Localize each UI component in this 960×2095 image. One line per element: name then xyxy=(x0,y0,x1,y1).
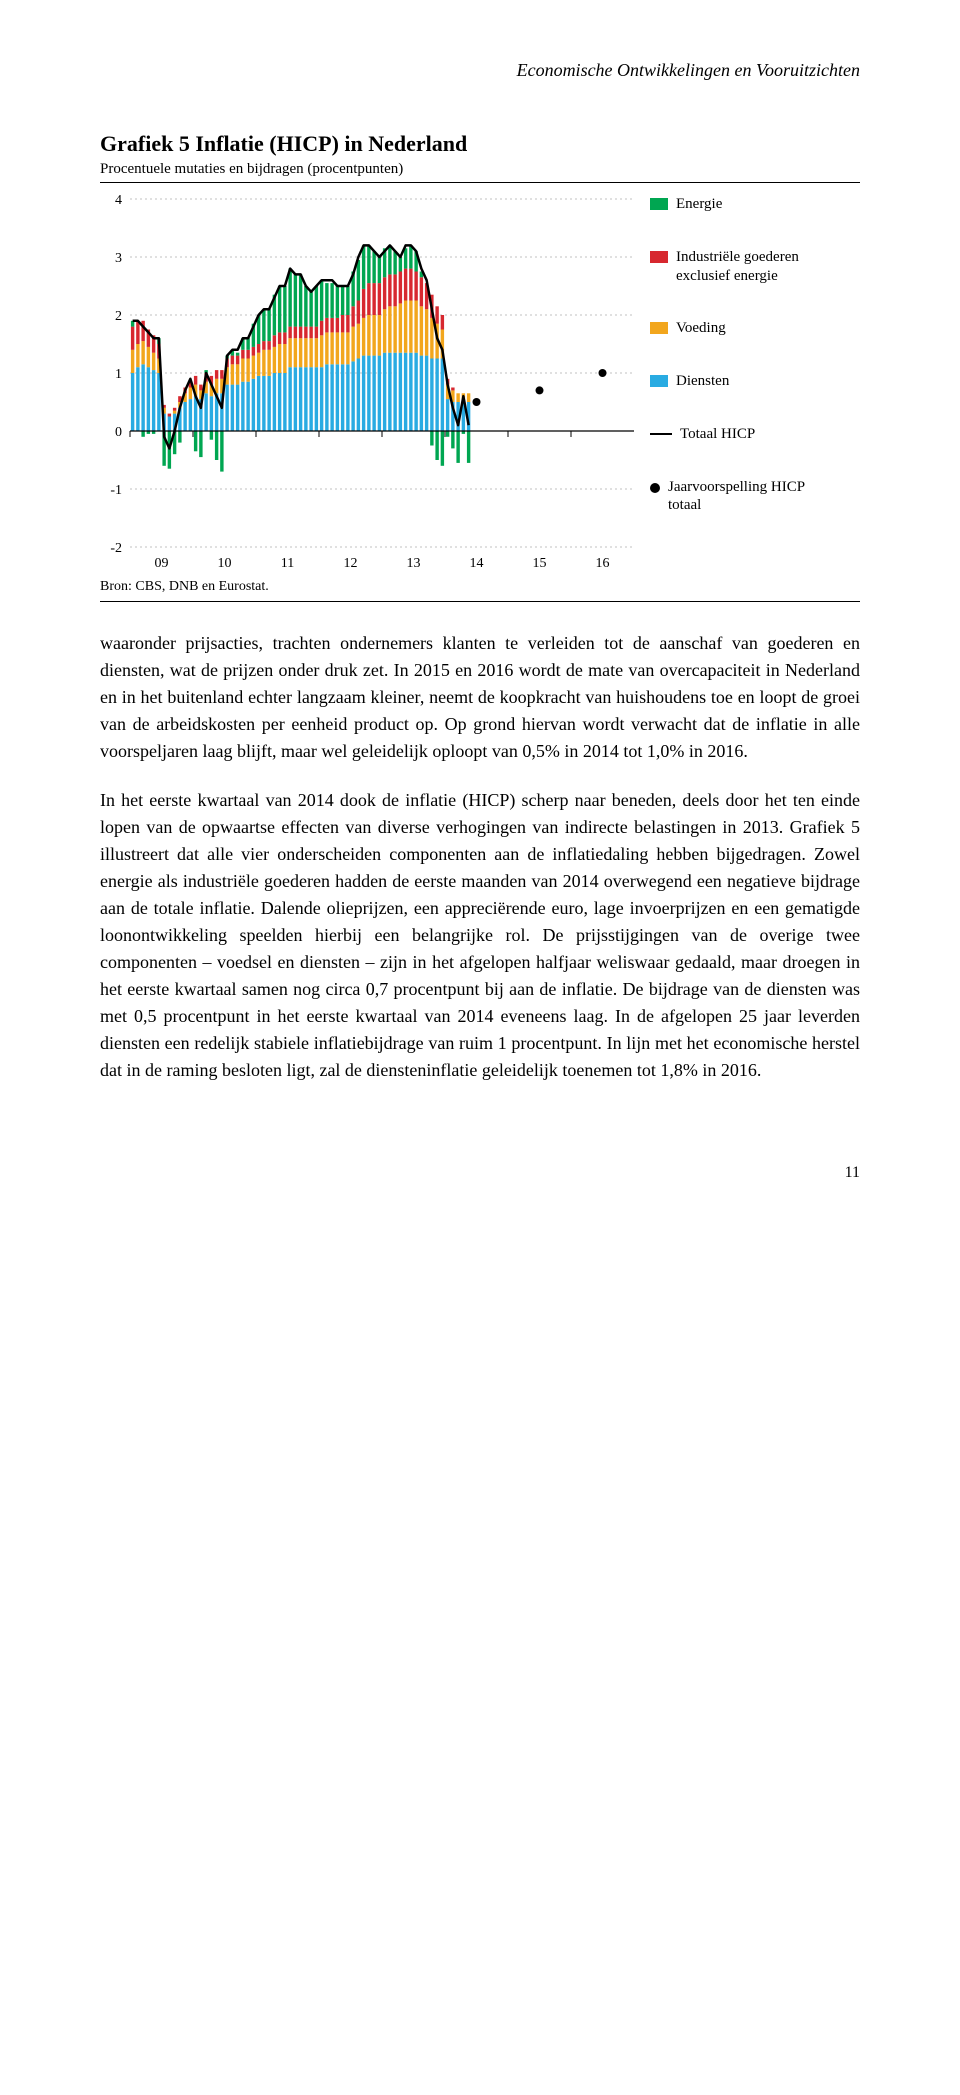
legend-label: Industriële goederen exclusief energie xyxy=(676,248,830,286)
svg-text:-1: -1 xyxy=(110,483,122,498)
chart-title: Grafiek 5 Inflatie (HICP) in Nederland xyxy=(100,131,860,157)
legend-item-voeding: Voeding xyxy=(650,319,830,338)
svg-text:16: 16 xyxy=(596,556,610,571)
legend-label: Jaarvoorspelling HICP totaal xyxy=(668,478,830,516)
svg-text:13: 13 xyxy=(407,556,421,571)
page-number: 11 xyxy=(100,1164,860,1182)
header-running: Economische Ontwikkelingen en Vooruitzic… xyxy=(100,60,860,81)
chart-legend: Energie Industriële goederen exclusief en… xyxy=(650,193,830,515)
legend-item-forecast: Jaarvoorspelling HICP totaal xyxy=(650,478,830,516)
chart-bottom-rule xyxy=(100,601,860,602)
svg-text:11: 11 xyxy=(281,556,294,571)
svg-text:09: 09 xyxy=(155,556,169,571)
chart-container: -2-1012340910111213141516 EnergieIndustr… xyxy=(100,193,860,573)
chart-subtitle: Procentuele mutaties en bijdragen (proce… xyxy=(100,161,860,178)
body-text: waaronder prijsacties, trachten ondernem… xyxy=(100,630,860,1084)
svg-text:0: 0 xyxy=(115,425,122,440)
svg-text:15: 15 xyxy=(533,556,547,571)
legend-label: Energie xyxy=(676,195,722,214)
legend-item-totaal: Totaal HICP xyxy=(650,425,830,444)
svg-text:-2: -2 xyxy=(110,541,122,556)
svg-text:3: 3 xyxy=(115,251,122,266)
paragraph-1: waaronder prijsacties, trachten ondernem… xyxy=(100,630,860,765)
svg-text:14: 14 xyxy=(470,556,484,571)
svg-text:4: 4 xyxy=(115,193,122,208)
legend-item-ind: Industriële goederen exclusief energie xyxy=(650,248,830,286)
legend-swatch-icon xyxy=(650,375,668,387)
legend-item-diensten: Diensten xyxy=(650,372,830,391)
svg-text:10: 10 xyxy=(218,556,232,571)
legend-dot-icon xyxy=(650,483,660,493)
svg-text:1: 1 xyxy=(115,367,122,382)
legend-swatch-icon xyxy=(650,198,668,210)
chart-svg: -2-1012340910111213141516 xyxy=(100,193,640,573)
legend-label: Totaal HICP xyxy=(680,425,755,444)
svg-text:12: 12 xyxy=(344,556,358,571)
chart-source: Bron: CBS, DNB en Eurostat. xyxy=(100,579,860,595)
paragraph-2: In het eerste kwartaal van 2014 dook de … xyxy=(100,787,860,1084)
legend-swatch-icon xyxy=(650,322,668,334)
legend-swatch-icon xyxy=(650,251,668,263)
legend-label: Voeding xyxy=(676,319,726,338)
chart-top-rule xyxy=(100,182,860,183)
legend-line-icon xyxy=(650,433,672,435)
svg-text:2: 2 xyxy=(115,309,122,324)
legend-label: Diensten xyxy=(676,372,729,391)
legend-item-energie: Energie xyxy=(650,195,830,214)
